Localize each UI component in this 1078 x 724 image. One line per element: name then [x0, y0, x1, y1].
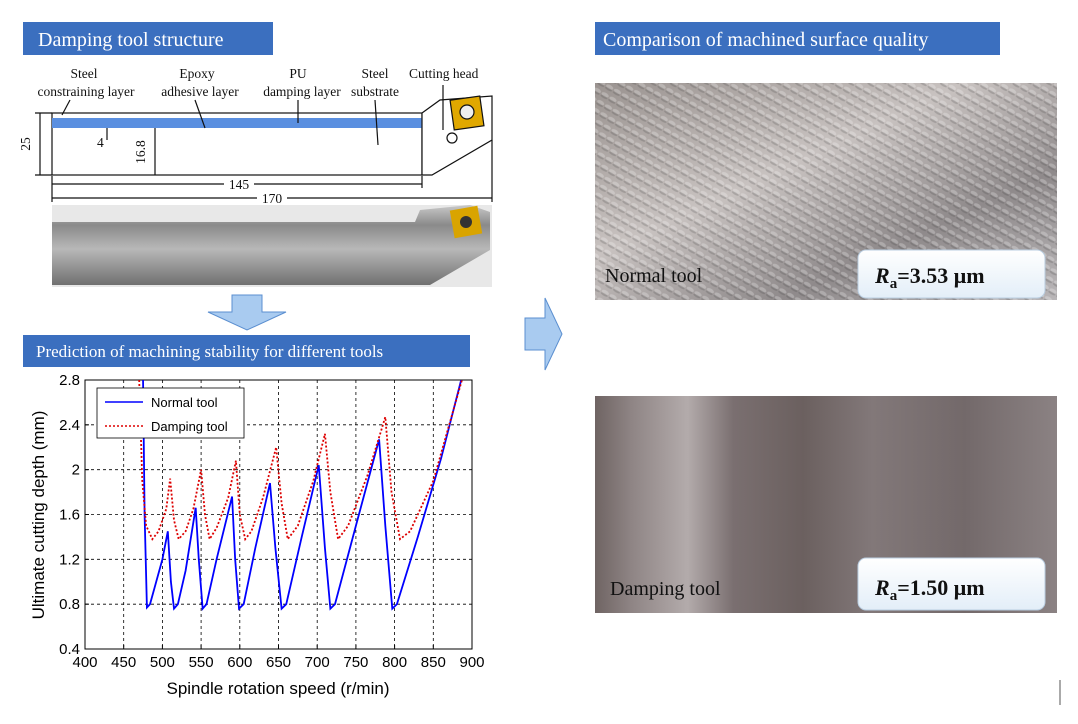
- ra-subscript: a: [890, 588, 898, 604]
- diagram-label: substrate: [351, 84, 399, 99]
- diagram-label: Epoxy: [179, 66, 214, 81]
- ra-symbol: R: [874, 575, 890, 600]
- arrow: [207, 294, 287, 331]
- x-tick-label: 400: [72, 654, 97, 671]
- ra-value: Ra=3.53 μm: [874, 263, 985, 292]
- x-tick-label: 450: [111, 654, 136, 671]
- label-bg: [257, 192, 287, 204]
- label-bg: [224, 178, 254, 190]
- dimension: 25: [18, 137, 33, 151]
- dimension: 4: [97, 135, 104, 150]
- ra-subscript: a: [890, 276, 898, 292]
- header: Comparison of machined surface quality: [603, 29, 928, 51]
- header: Damping tool structure: [38, 29, 224, 51]
- y-tick-label: 0.4: [59, 641, 80, 658]
- ra-number: =1.50 μm: [897, 575, 984, 600]
- series-line: [142, 380, 463, 611]
- header-box: [595, 22, 1000, 55]
- ra-number: =3.53 μm: [897, 263, 984, 288]
- tool-diagram: [35, 85, 493, 202]
- x-tick-label: 850: [421, 654, 446, 671]
- plot-lines: [138, 380, 463, 611]
- x-tick-label: 750: [343, 654, 368, 671]
- y-tick-label: 0.8: [59, 596, 80, 613]
- diagram-label: damping layer: [263, 84, 341, 99]
- diagram-label: Cutting head: [409, 66, 479, 81]
- y-tick-label: 1.2: [59, 551, 80, 568]
- legend-box: [96, 387, 245, 439]
- ra-symbol: R: [874, 263, 890, 288]
- y-tick-label: 2.4: [59, 417, 80, 434]
- x-tick-label: 900: [459, 654, 484, 671]
- header: Prediction of machining stability for di…: [36, 342, 383, 361]
- x-tick-label: 650: [266, 654, 291, 671]
- dimension: 145: [229, 177, 250, 192]
- x-axis-label: Spindle rotation speed (r/min): [166, 679, 389, 698]
- diagram-label: constraining layer: [37, 84, 135, 99]
- chart: Spindle rotation speed (r/min) Ultimate …: [29, 372, 485, 698]
- dimension: 16.8: [133, 140, 148, 164]
- ra-box: [857, 249, 1046, 299]
- header-box: [23, 22, 273, 55]
- x-tick-label: 500: [150, 654, 175, 671]
- x-tick-label: 700: [305, 654, 330, 671]
- dimension: 170: [262, 191, 283, 206]
- photo-label: Damping tool: [610, 578, 721, 600]
- x-tick-label: 600: [227, 654, 252, 671]
- x-tick-label: 800: [382, 654, 407, 671]
- x-tick-label: 550: [189, 654, 214, 671]
- ra-value: Ra=1.50 μm: [874, 575, 985, 604]
- series-line: [138, 380, 463, 542]
- diagram-label: Steel: [71, 66, 98, 81]
- legend-label: Normal tool: [151, 395, 218, 410]
- tool-photo: [52, 205, 492, 287]
- diagram-label: PU: [289, 66, 307, 81]
- header-box: [23, 335, 470, 367]
- legend-label: Damping tool: [151, 419, 228, 434]
- arrow: [524, 297, 563, 371]
- photo-label: Normal tool: [605, 265, 703, 287]
- y-tick-label: 2: [72, 462, 80, 479]
- y-tick-label: 1.6: [59, 507, 80, 524]
- ra-box: [857, 557, 1046, 611]
- plot-frame: [84, 379, 473, 650]
- diagram-label: Steel: [362, 66, 389, 81]
- y-tick-label: 2.8: [59, 372, 80, 389]
- diagram-label: adhesive layer: [161, 84, 239, 99]
- y-axis-label: Ultimate cutting depth (mm): [29, 411, 48, 620]
